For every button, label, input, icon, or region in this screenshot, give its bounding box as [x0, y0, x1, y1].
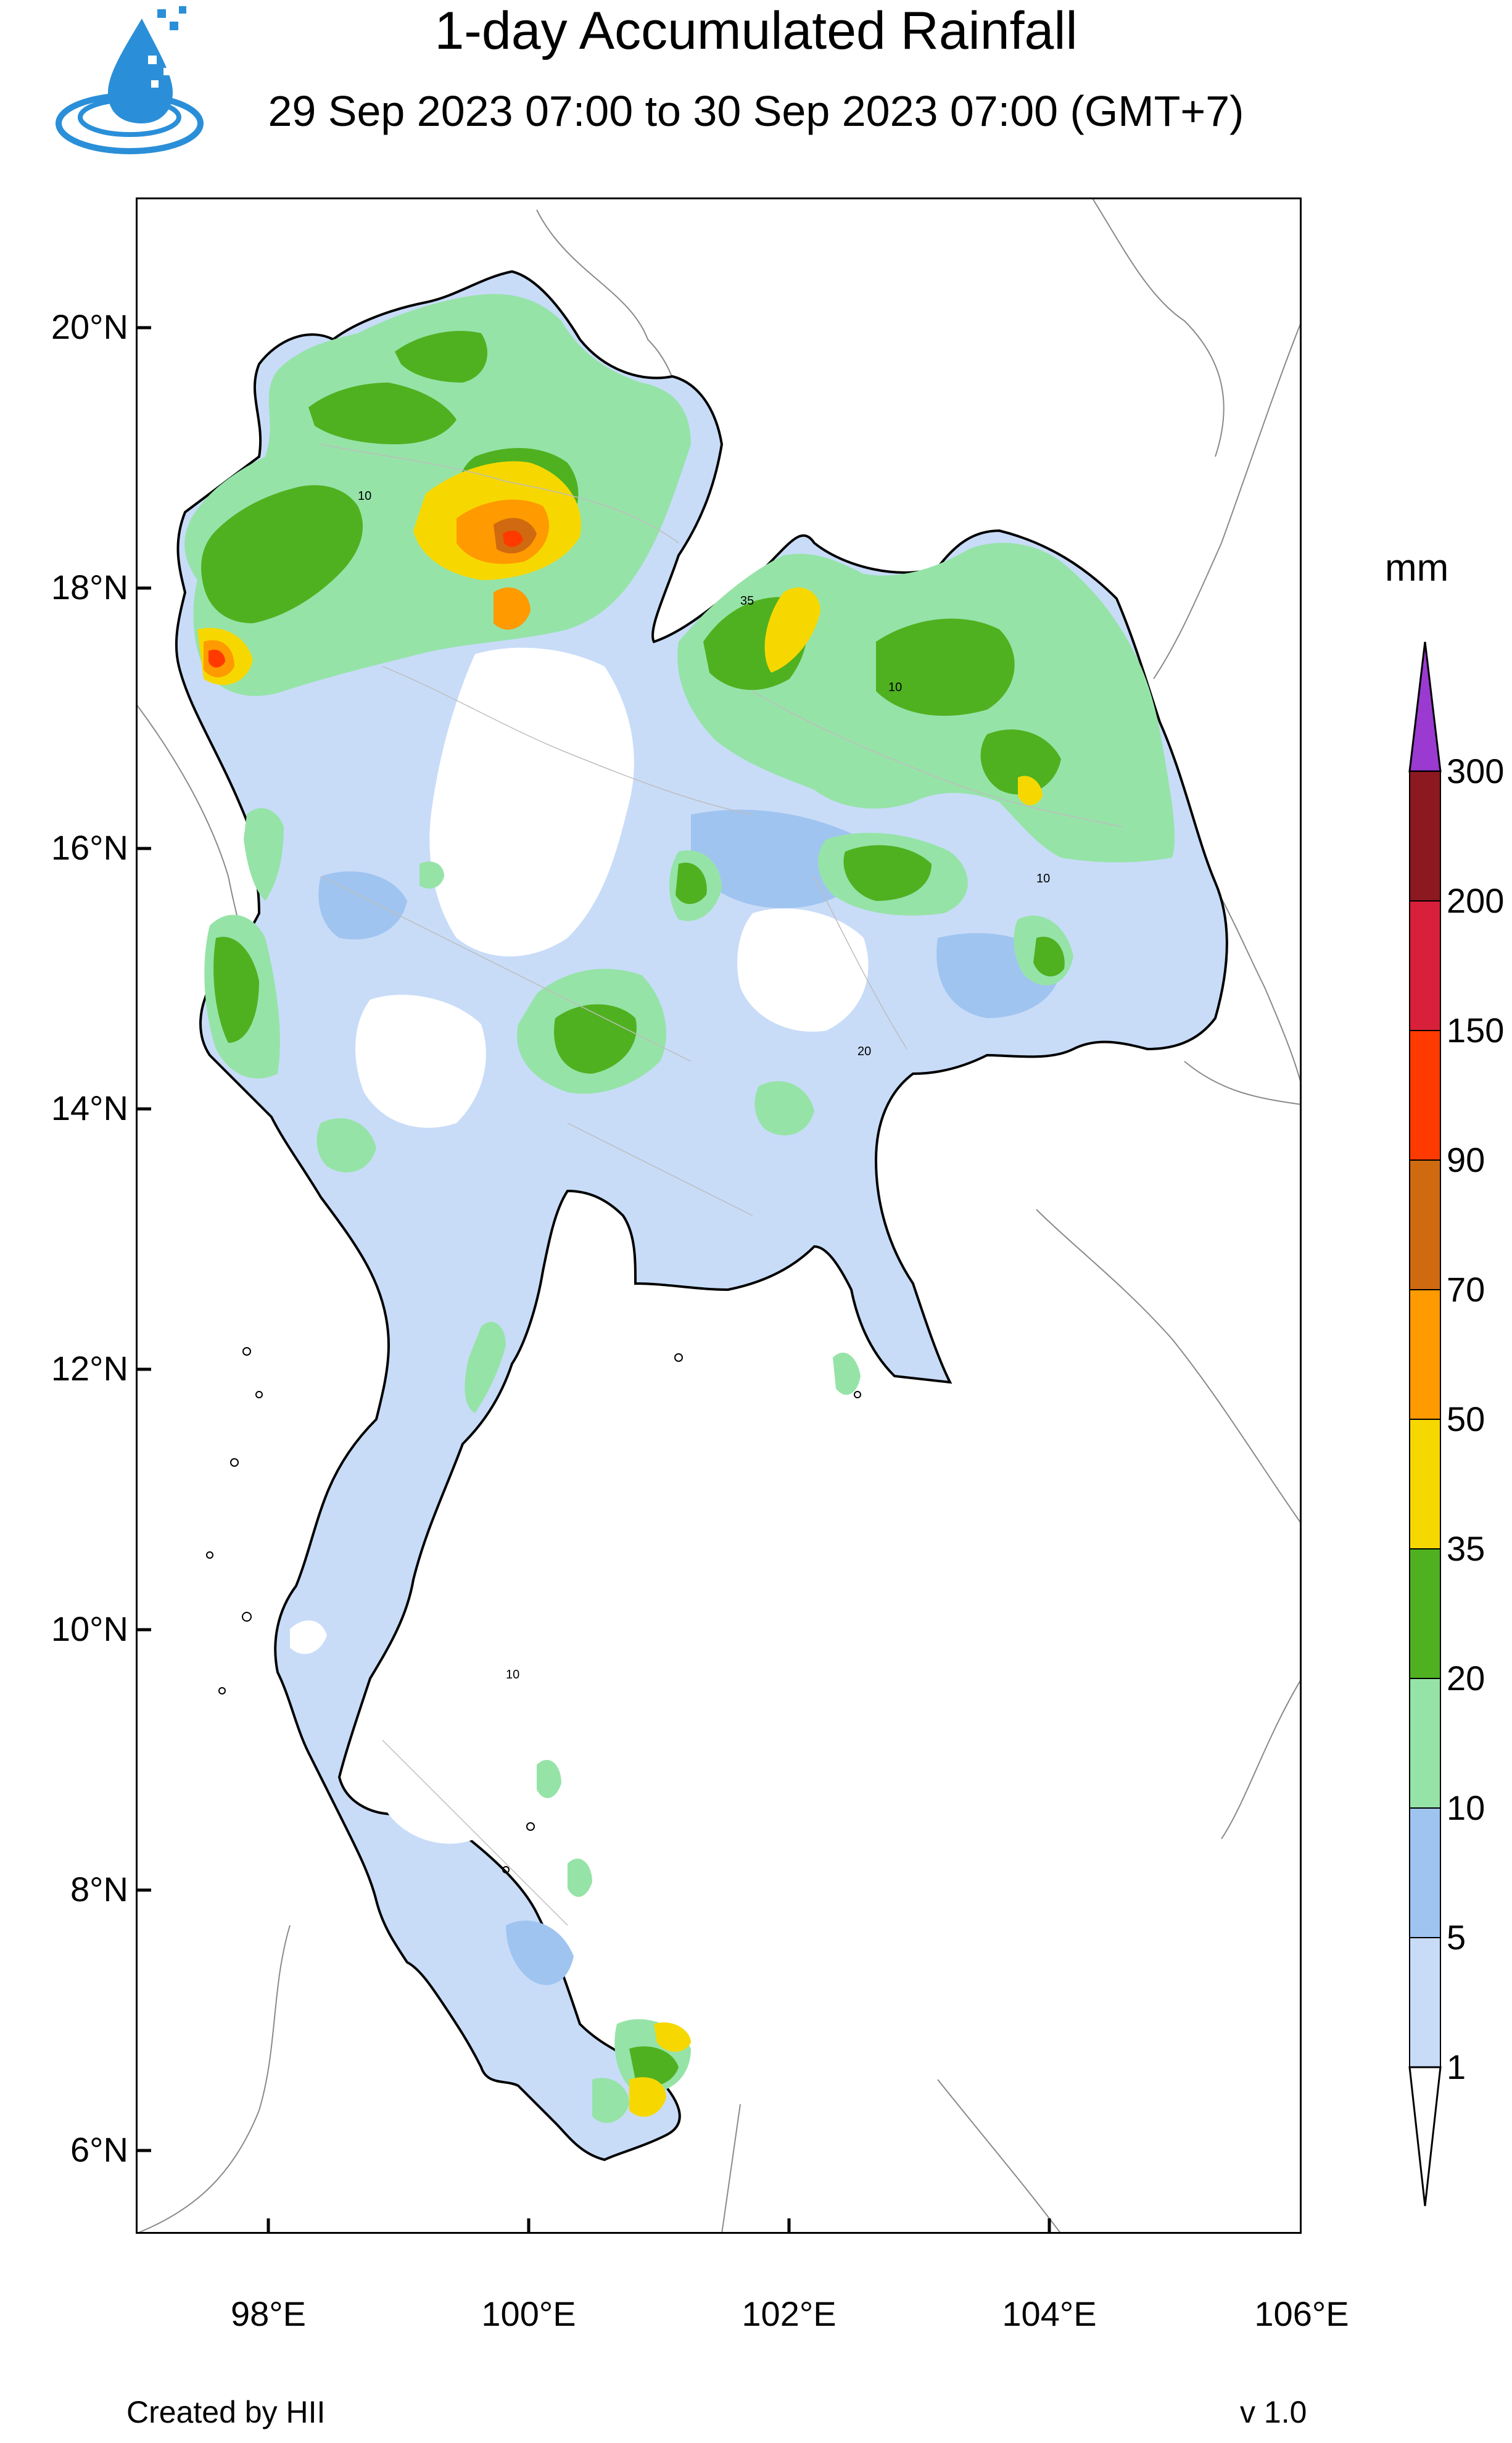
contour-label-20: 20: [857, 1045, 871, 1058]
lat-label-20n: 20°N: [51, 307, 128, 346]
colorbar-label-200: 200: [1447, 881, 1505, 920]
colorbar-box-35-50: [1409, 1419, 1441, 1549]
colorbar-label-300: 300: [1447, 752, 1505, 790]
low-rain-patches: [290, 647, 869, 1844]
rain-70-150mm: [209, 518, 537, 668]
colorbar-label-10: 10: [1447, 1788, 1485, 1827]
contour-label-10b: 10: [888, 681, 902, 694]
contour-label-10d: 10: [506, 1668, 519, 1682]
lat-label-14n: 14°N: [51, 1089, 128, 1127]
credit-text: Created by HII: [126, 2395, 326, 2429]
colorbar: [1408, 642, 1442, 2207]
map-subtitle: 29 Sep 2023 07:00 to 30 Sep 2023 07:00 (…: [268, 87, 1244, 135]
colorbar-label-35: 35: [1447, 1529, 1485, 1568]
lat-label-6n: 6°N: [70, 2130, 128, 2169]
colorbar-label-20: 20: [1447, 1659, 1485, 1698]
contour-label-35: 35: [740, 594, 754, 608]
rainfall-map: 10 10 35 10 10 20: [136, 197, 1302, 2234]
axis-ticks: [136, 326, 1302, 2234]
colorbar-box-150-200: [1409, 900, 1441, 1031]
lat-label-10n: 10°N: [51, 1609, 128, 1648]
colorbar-top-arrow: [1408, 642, 1442, 773]
colorbar-label-150: 150: [1447, 1011, 1505, 1050]
colorbar-box-1-5: [1409, 1937, 1441, 2068]
colorbar-box-200-300: [1409, 771, 1441, 902]
colorbar-box-5-10: [1409, 1807, 1441, 1938]
water-drop-logo-icon: [56, 6, 204, 154]
lon-label-104e: 104°E: [1002, 2294, 1097, 2333]
lon-label-106e: 106°E: [1254, 2294, 1349, 2333]
neighbor-borders: [136, 197, 1302, 2234]
version-text: v 1.0: [1240, 2395, 1307, 2429]
lon-label-100e: 100°E: [481, 2294, 576, 2333]
lat-label-18n: 18°N: [51, 568, 128, 607]
contour-labels: 10 10 35 10 10 20: [358, 489, 1050, 1682]
lat-label-8n: 8°N: [70, 1870, 128, 1909]
colorbar-box-10-20: [1409, 1678, 1441, 1809]
colorbar-box-90-150: [1409, 1030, 1441, 1161]
lon-label-98e: 98°E: [230, 2294, 307, 2333]
colorbar-box-50-70: [1409, 1289, 1441, 1420]
map-title: 1-day Accumulated Rainfall: [434, 1, 1078, 60]
colorbar-box-20-35: [1409, 1548, 1441, 1679]
lat-label-12n: 12°N: [51, 1349, 128, 1388]
colorbar-label-50: 50: [1447, 1400, 1485, 1438]
colorbar-bottom-arrow: [1408, 2066, 1442, 2207]
lat-label-16n: 16°N: [51, 828, 128, 867]
colorbar-unit: mm: [1385, 547, 1449, 589]
colorbar-label-90: 90: [1447, 1140, 1485, 1179]
colorbar-box-70-90: [1409, 1159, 1441, 1290]
province-boundaries: [320, 444, 1123, 1926]
colorbar-label-70: 70: [1447, 1270, 1485, 1309]
contour-label-10c: 10: [1036, 872, 1050, 886]
western-islands: [206, 1347, 861, 1873]
colorbar-label-1: 1: [1447, 2047, 1466, 2086]
contour-label-10: 10: [358, 489, 371, 503]
lon-label-102e: 102°E: [742, 2294, 837, 2333]
colorbar-label-5: 5: [1447, 1918, 1466, 1957]
